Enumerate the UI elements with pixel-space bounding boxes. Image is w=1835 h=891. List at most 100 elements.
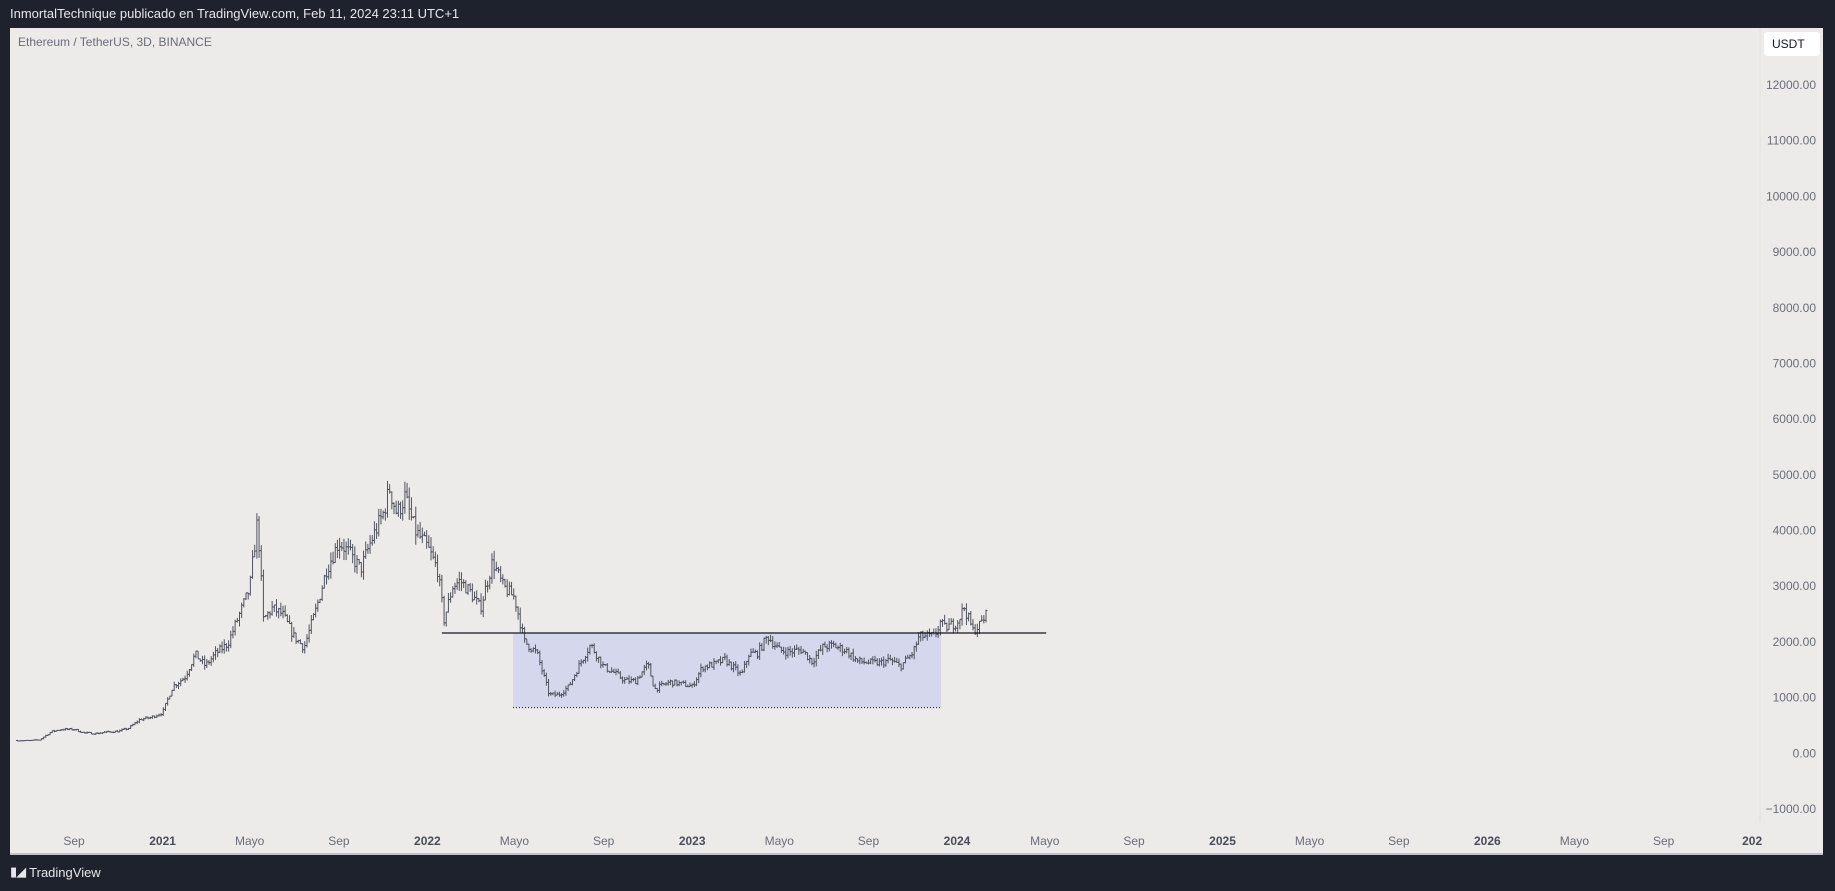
ohlc-bar <box>381 510 385 520</box>
tradingview-logo-icon: ▮◢ <box>10 864 26 879</box>
ohlc-bar <box>385 480 389 518</box>
ohlc-bar <box>244 592 248 600</box>
ohlc-bar <box>451 586 455 598</box>
ohlc-bar <box>222 639 226 654</box>
ohlc-bar <box>163 702 167 712</box>
brand-name: TradingView <box>29 864 101 880</box>
ohlc-bar <box>516 606 520 620</box>
ohlc-bar <box>303 641 307 654</box>
ohlc-bar <box>342 538 346 561</box>
ohlc-bar <box>518 607 522 633</box>
ohlc-bar <box>185 670 189 681</box>
ohlc-bar <box>172 681 176 691</box>
time-axis-label: 2024 <box>944 834 971 848</box>
ohlc-bar <box>425 530 429 549</box>
price-axis-label: 6000.00 <box>1773 412 1817 426</box>
ohlc-bar <box>233 619 237 636</box>
ohlc-bar <box>205 658 209 668</box>
time-axis-label: Mayo <box>235 834 265 848</box>
ohlc-bar <box>209 656 213 666</box>
time-axis-label: Sep <box>328 834 350 848</box>
time-axis-label: Sep <box>63 834 85 848</box>
ohlc-bar <box>198 658 202 662</box>
ohlc-bar <box>446 593 450 613</box>
ohlc-bar <box>405 482 409 499</box>
ohlc-bar <box>962 607 966 612</box>
time-axis-label: 202 <box>1742 834 1762 848</box>
time-axis-label: Sep <box>1123 834 1145 848</box>
ohlc-bar <box>512 588 516 600</box>
ohlc-bar <box>177 681 181 690</box>
ohlc-bar <box>120 728 124 732</box>
ohlc-bar <box>322 574 326 589</box>
ohlc-bar <box>227 640 231 652</box>
chart-pane[interactable] <box>10 28 1823 855</box>
ohlc-bar <box>486 580 490 593</box>
ohlc-bar <box>305 634 309 648</box>
ohlc-bar <box>242 598 246 608</box>
ohlc-bar <box>510 581 514 596</box>
ohlc-bar <box>288 615 292 624</box>
price-axis-label: 7000.00 <box>1773 356 1817 370</box>
ohlc-bar <box>183 675 187 683</box>
ohlc-bar <box>507 581 511 596</box>
time-axis-label: 2021 <box>149 834 176 848</box>
price-axis-label: 8000.00 <box>1773 301 1817 315</box>
currency-badge[interactable]: USDT <box>1764 32 1820 56</box>
ohlc-bar <box>377 508 381 537</box>
ohlc-bar <box>220 641 224 654</box>
ohlc-bar <box>399 501 403 519</box>
ohlc-bar <box>392 502 396 515</box>
time-axis-label: 2022 <box>414 834 441 848</box>
ohlc-bar <box>268 611 272 619</box>
time-axis-label: 2025 <box>1209 834 1236 848</box>
ohlc-bar <box>190 664 194 671</box>
ohlc-bar <box>211 651 215 663</box>
ohlc-bar <box>442 595 446 626</box>
ohlc-bar <box>982 615 986 624</box>
ohlc-bar <box>355 554 359 574</box>
ohlc-bar <box>390 491 394 510</box>
symbol-title: Ethereum / TetherUS, 3D, BINANCE <box>18 35 212 49</box>
ohlc-bar <box>338 537 342 559</box>
ohlc-bar <box>490 553 494 584</box>
ohlc-bar <box>457 571 461 591</box>
ohlc-bar <box>314 603 318 618</box>
ohlc-bar <box>429 537 433 561</box>
ohlc-bar <box>194 650 198 659</box>
ohlc-bar <box>316 599 320 612</box>
ohlc-bar <box>444 611 448 627</box>
ohlc-bar <box>969 611 973 626</box>
ohlc-bar <box>453 582 457 594</box>
time-axis-label: Sep <box>858 834 880 848</box>
ohlc-bar <box>359 562 363 578</box>
ohlc-bar <box>257 516 261 558</box>
ohlc-bar <box>483 579 487 601</box>
ohlc-bar <box>514 595 518 612</box>
ohlc-bar <box>179 678 183 687</box>
ohlc-bar <box>248 575 252 596</box>
ohlc-bar <box>462 579 466 589</box>
time-axis-label: Mayo <box>500 834 530 848</box>
ohlc-bar <box>309 615 313 635</box>
ohlc-bar <box>964 603 968 626</box>
ohlc-bar <box>433 551 437 567</box>
ohlc-bar <box>407 487 411 520</box>
time-axis-label: Sep <box>1653 834 1675 848</box>
publisher-bar: InmortalTechnique publicado en TradingVi… <box>10 6 460 21</box>
price-axis-label: 12000.00 <box>1766 78 1816 92</box>
time-axis-label: Mayo <box>765 834 795 848</box>
ohlc-bar <box>383 508 387 521</box>
ohlc-bar <box>477 598 481 603</box>
ohlc-bar <box>468 583 472 592</box>
range-box[interactable] <box>512 632 942 708</box>
ohlc-bar <box>270 601 274 616</box>
ohlc-bar <box>196 650 200 660</box>
time-axis-label: Mayo <box>1560 834 1590 848</box>
ohlc-bar <box>329 552 333 579</box>
ohlc-bar <box>327 564 331 580</box>
ohlc-bar <box>956 620 960 633</box>
ohlc-bar <box>494 561 498 572</box>
ohlc-bar <box>192 653 196 667</box>
